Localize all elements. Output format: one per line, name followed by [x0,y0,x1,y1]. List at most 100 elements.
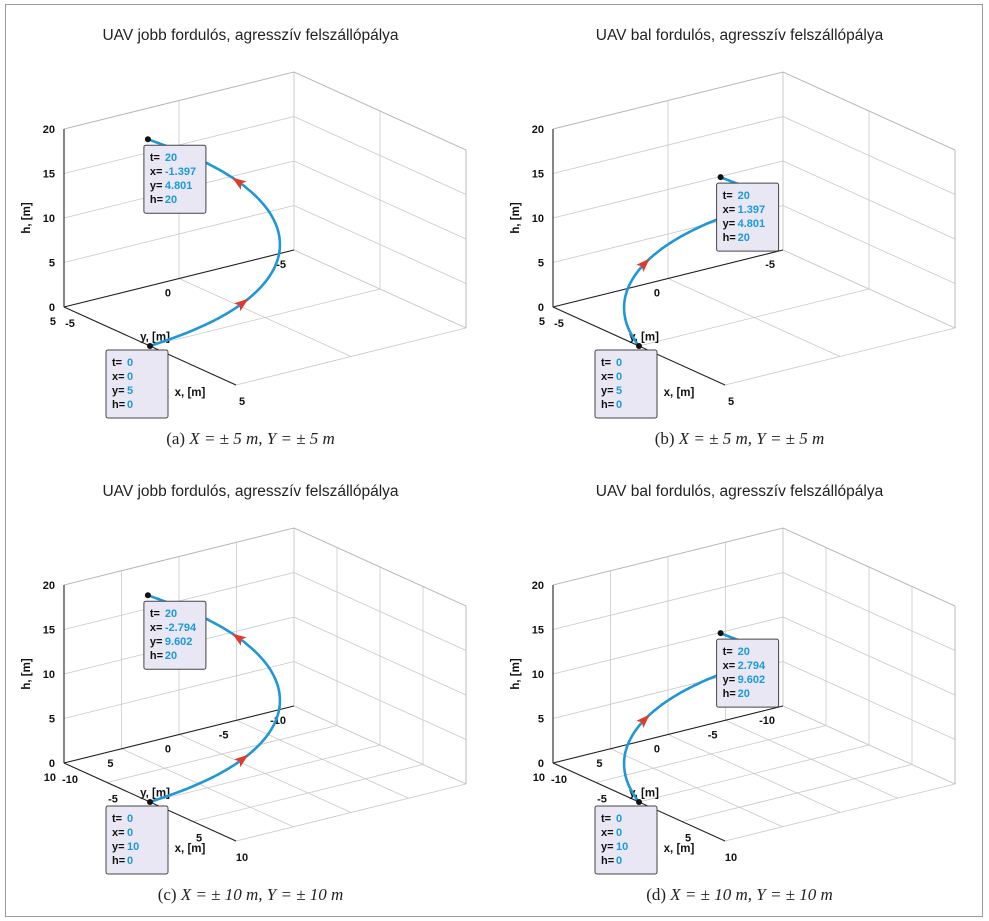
y-tick-label: 10 [533,772,545,784]
grid-line [667,278,841,357]
grid-line [293,249,467,329]
direction-arrow [636,714,650,728]
datatip-value: 0 [127,399,133,411]
z-tick-label: 5 [538,714,544,726]
datatip-start[interactable]: t= 0x= 0y= 10h= 0 [105,805,169,875]
y-axis-label: y, [m] [629,332,659,344]
datatip-value: 0 [127,813,133,825]
z-tick-label: 0 [538,758,544,770]
z-tick-label: 0 [538,302,544,314]
datatip-value: 5 [616,385,622,397]
datatip-value: 20 [738,190,750,202]
y-tick-label: -5 [765,259,775,271]
x-tick-label: 5 [728,396,734,408]
datatip-value: 0 [616,399,622,411]
datatip-start[interactable]: t= 0x= 0y= 10h= 0 [594,805,658,875]
chart-title: UAV jobb fordulós, agresszív felszállópá… [102,483,399,500]
caption-label: (c) [157,885,177,904]
x-tick-label: -10 [551,774,567,786]
datatip-key: x= [723,204,736,216]
caption-label: (d) [646,885,667,904]
grid-line [293,116,467,195]
datatip-key: t= [601,357,611,369]
grid-line [293,160,467,240]
grid-line [121,748,294,828]
datatip-key: y= [723,218,736,230]
z-tick-label: 20 [43,124,55,136]
y-tick-label: 5 [596,758,602,770]
datatip-value: 20 [165,650,177,662]
datatip-key: x= [150,166,163,178]
box-edge [552,71,784,130]
z-tick-label: 5 [538,258,544,270]
datatip-start[interactable]: t= 0x= 0y= 5h= 0 [594,349,658,419]
grid-line [178,278,352,357]
grid-line [782,705,956,785]
x-tick-label: 5 [685,833,691,845]
y-tick-label: 10 [44,772,56,784]
x-axis-label: x, [m] [664,843,695,855]
datatip-value: 10 [616,841,628,853]
datatip-key: h= [112,855,125,867]
datatip-key: x= [723,660,736,672]
direction-arrow [232,177,247,190]
grid-line [782,572,956,651]
datatip-value: -1.397 [165,166,196,178]
z-axis-label: h, [m] [510,202,522,233]
y-tick-label: -10 [759,715,775,727]
z-axis-label: h, [m] [510,658,522,689]
x-axis-label: x, [m] [664,387,695,399]
box-edge [293,71,467,151]
z-tick-label: 20 [532,580,544,592]
y-tick-label: 5 [50,316,56,328]
z-tick-label: 15 [532,169,544,181]
datatip-key: h= [723,688,736,700]
chart-title: UAV bal fordulós, agresszív felszállópál… [595,483,884,500]
datatip-box [716,638,780,708]
datatip-value: 2.794 [738,660,766,672]
datatip-value: 20 [738,646,750,658]
grid-line [782,116,956,195]
datatip-value: 0 [127,855,133,867]
grid-line [293,205,467,284]
caption-math: X = ± 10 m, Y = ± 10 m [180,885,344,904]
grid-line [782,661,956,740]
datatip-value: 0 [127,357,133,369]
datatip-key: t= [112,357,122,369]
box-edge [782,527,956,607]
z-tick-label: 20 [532,124,544,136]
datatip-value: 20 [738,688,750,700]
chart-3d-plot: 0 5 10 15 20 -10 -5 0 5 10 -10 -5 0 5 10 h, [m] x, [m] y,… [510,527,956,875]
chart-title: UAV bal fordulós, agresszív felszállópál… [595,27,884,44]
direction-arrow [234,298,249,312]
grid-line [782,160,956,240]
chart-caption: (b) X = ± 5 m, Y = ± 5 m [495,429,984,449]
datatip-value: 0 [616,371,622,383]
grid-line [667,734,841,813]
datatip-start[interactable]: t= 0x= 0y= 5h= 0 [105,349,169,419]
datatip-value: 20 [165,608,177,620]
direction-arrow [232,633,247,646]
grid-line [293,705,467,785]
datatip-key: y= [601,385,614,397]
datatip-key: t= [723,190,733,202]
datatip-key: t= [601,813,611,825]
caption-math: X = ± 5 m, Y = ± 5 m [678,429,825,448]
datatip-key: t= [112,813,122,825]
y-axis-line [552,705,784,764]
datatip-value: 0 [616,357,622,369]
box-edge [63,527,295,586]
datatip-value: 0 [127,827,133,839]
x-axis-label: x, [m] [175,387,206,399]
datatip-box [594,805,658,875]
direction-arrow [234,754,249,768]
datatip-value: -2.794 [165,622,197,634]
datatip-value: 0 [616,813,622,825]
grid-line [552,572,784,630]
